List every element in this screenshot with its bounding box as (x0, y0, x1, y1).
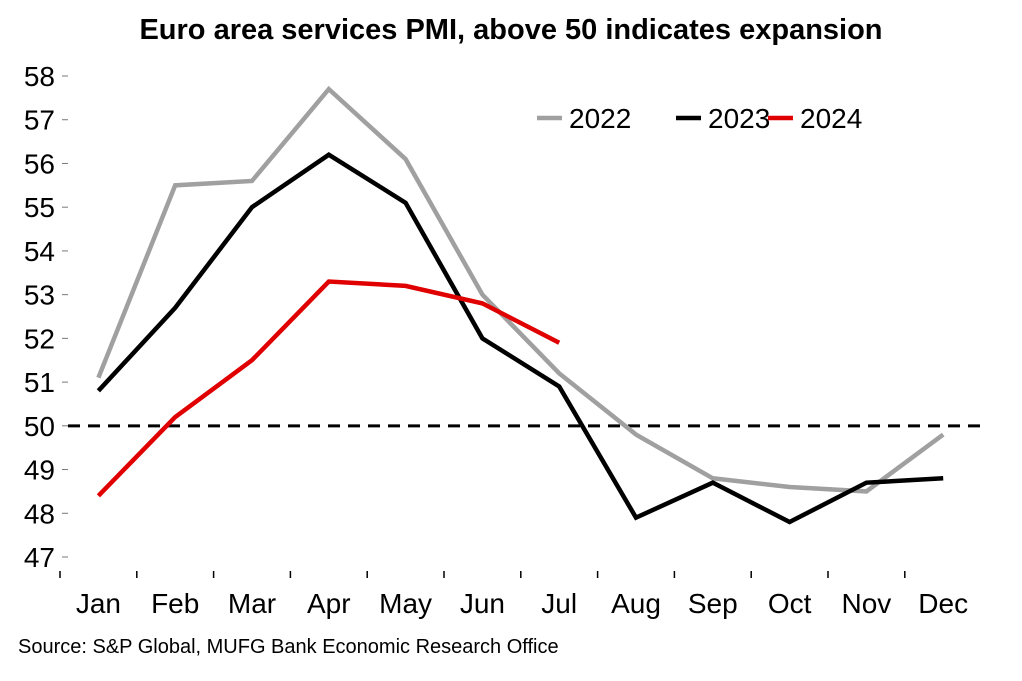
series-line-2022 (96, 85, 945, 494)
source-note: Source: S&P Global, MUFG Bank Economic R… (18, 636, 559, 658)
y-tick-label: 47 (24, 542, 55, 573)
x-tick-label: May (379, 588, 432, 619)
y-tick-label: 53 (24, 280, 55, 311)
x-tick-label: Jan (76, 588, 121, 619)
chart-title: Euro area services PMI, above 50 indicat… (139, 14, 883, 46)
legend-label-2022: 2022 (569, 103, 631, 134)
x-tick-label: Mar (228, 588, 276, 619)
x-tick-label: Sep (688, 588, 738, 619)
y-tick-label: 58 (24, 61, 55, 92)
y-tick-label: 57 (24, 105, 55, 136)
legend-label-2024: 2024 (800, 103, 862, 134)
x-tick-label: Jul (541, 588, 577, 619)
y-tick-label: 54 (24, 236, 55, 267)
y-axis: 47 48 49 50 51 52 53 54 55 56 57 58 (24, 61, 68, 573)
x-tick-label: Jun (460, 588, 505, 619)
series-line-2023 (96, 152, 944, 525)
y-tick-label: 56 (24, 148, 55, 179)
x-tick-label: Oct (768, 588, 812, 619)
y-tick-label: 49 (24, 455, 55, 486)
series-line-2024 (96, 279, 561, 498)
legend: 2022 2023 2024 (537, 103, 862, 134)
x-tick-label: Feb (151, 588, 199, 619)
x-tick-label: Dec (918, 588, 968, 619)
y-tick-label: 48 (24, 498, 55, 529)
x-tick-label: Aug (611, 588, 661, 619)
y-tick-label: 50 (24, 411, 55, 442)
x-axis: Jan Feb Mar Apr May Jun Jul Aug Sep Oct Nov Dec (59, 571, 968, 619)
y-tick-label: 55 (24, 192, 55, 223)
x-tick-label: Nov (842, 588, 892, 619)
series-group (96, 85, 945, 525)
y-tick-label: 51 (24, 367, 55, 398)
x-tick-label: Apr (307, 588, 351, 619)
y-tick-label: 52 (24, 323, 55, 354)
legend-label-2023: 2023 (708, 103, 770, 134)
